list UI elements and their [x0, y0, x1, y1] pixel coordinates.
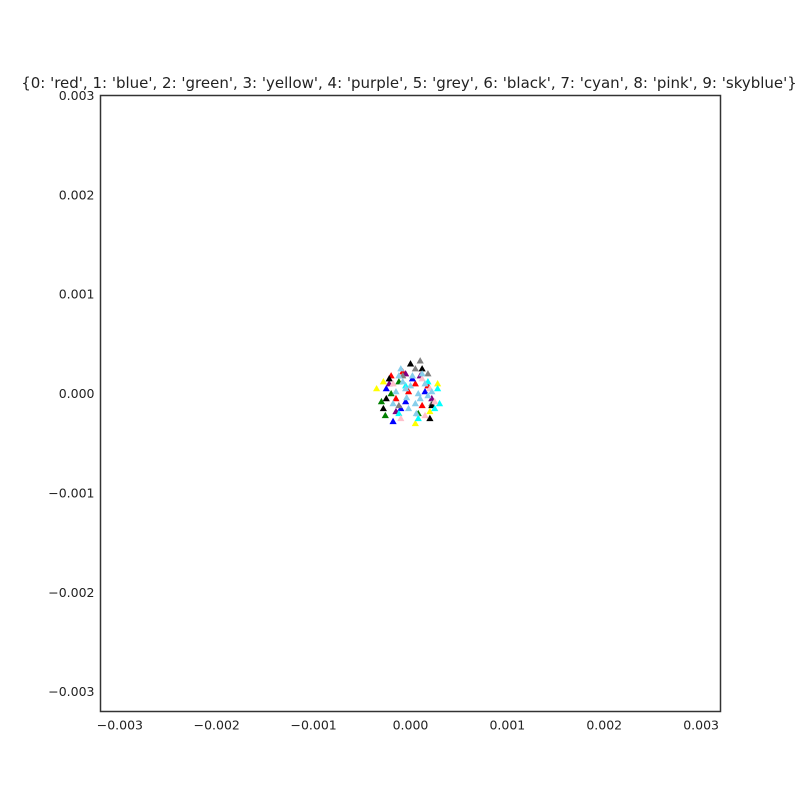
data-point-class-6 [418, 365, 426, 372]
data-point-class-6 [379, 404, 387, 412]
data-point-class-8 [389, 380, 397, 387]
data-point-class-9 [399, 378, 407, 385]
data-point-class-0 [418, 401, 426, 409]
data-point-class-3 [372, 384, 381, 392]
data-point-class-9 [408, 372, 417, 379]
data-point-class-9 [414, 389, 422, 397]
data-point-class-5 [416, 357, 424, 364]
x-tick-label: 0.003 [683, 718, 719, 733]
data-point-class-9 [406, 382, 415, 389]
data-point-class-1 [421, 387, 429, 395]
data-point-class-8 [397, 414, 405, 422]
data-point-class-6 [385, 375, 393, 382]
chart-title: {0: 'red', 1: 'blue', 2: 'green', 3: 'ye… [21, 74, 797, 92]
x-tick-label: 0.002 [586, 718, 622, 733]
data-point-class-9 [411, 399, 419, 407]
data-point-class-8 [431, 397, 439, 405]
data-point-class-6 [382, 394, 390, 402]
data-point-class-6 [406, 360, 415, 367]
data-point-class-9 [395, 372, 403, 379]
data-point-class-2 [377, 397, 386, 405]
y-tick-label: 0.000 [59, 386, 95, 401]
data-point-class-9 [416, 394, 424, 402]
data-point-class-2 [381, 411, 389, 419]
y-tick-label: 0.003 [59, 88, 95, 103]
data-point-class-1 [382, 384, 390, 392]
data-point-class-9 [402, 384, 410, 392]
x-tick-label: −0.003 [97, 718, 143, 733]
data-point-class-9 [424, 391, 432, 399]
plot-frame [99, 94, 722, 713]
data-point-class-1 [389, 417, 397, 425]
data-point-class-8 [418, 375, 426, 382]
data-point-class-7 [414, 414, 422, 422]
data-point-class-5 [411, 365, 419, 372]
y-tick-label: −0.001 [48, 485, 94, 500]
data-point-class-7 [434, 384, 442, 392]
data-point-class-9 [392, 387, 400, 395]
data-point-class-9 [397, 365, 405, 372]
data-point-class-0 [411, 380, 419, 387]
data-point-class-6 [426, 414, 434, 422]
x-tick-label: −0.002 [194, 718, 240, 733]
data-point-class-9 [403, 393, 411, 401]
ticks-layer: −0.003 −0.002 −0.001 0.000 0.001 0.002 0.003 −0… [48, 88, 719, 733]
data-point-class-6 [428, 401, 436, 409]
data-point-class-5 [395, 401, 403, 409]
data-point-class-9 [421, 380, 429, 387]
data-point-class-9 [418, 370, 426, 377]
data-point-class-7 [395, 409, 403, 417]
y-tick-label: −0.003 [48, 684, 94, 699]
data-point-class-9 [428, 387, 436, 395]
data-point-class-3 [379, 378, 387, 385]
y-tick-label: 0.002 [59, 187, 95, 202]
x-tick-label: 0.000 [393, 718, 429, 733]
data-point-class-0 [392, 394, 400, 402]
data-point-class-7 [435, 399, 444, 407]
data-point-class-2 [387, 389, 395, 397]
data-point-class-7 [431, 404, 439, 412]
data-point-class-8 [421, 411, 429, 419]
data-point-class-3 [411, 419, 419, 427]
data-point-class-3 [426, 407, 434, 415]
data-point-class-9 [404, 404, 413, 412]
x-tick-label: 0.001 [489, 718, 525, 733]
x-tick-label: −0.001 [290, 718, 336, 733]
data-point-class-9 [412, 409, 420, 417]
data-point-class-1 [402, 397, 410, 405]
y-tick-label: 0.001 [59, 287, 95, 302]
y-tick-label: −0.002 [48, 585, 94, 600]
data-point-class-4 [428, 394, 436, 402]
data-point-class-5 [424, 370, 432, 377]
data-point-class-9 [389, 399, 397, 407]
points-layer [372, 357, 444, 427]
data-point-class-3 [434, 380, 442, 387]
